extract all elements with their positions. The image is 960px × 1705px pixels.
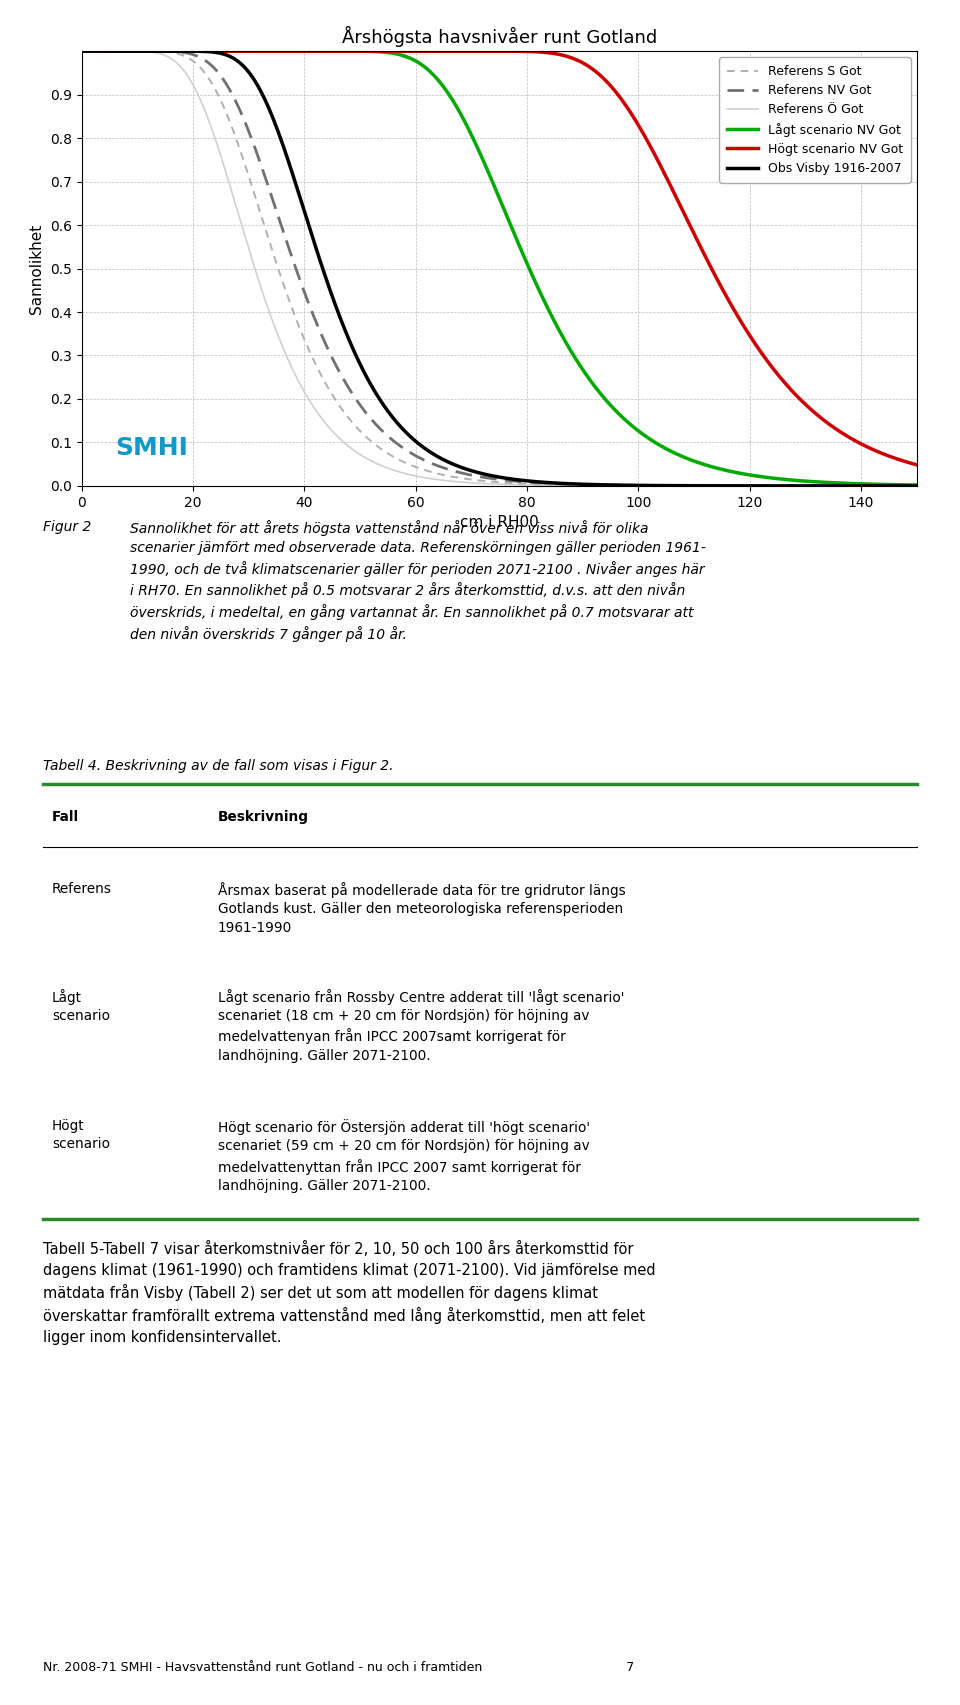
Title: Årshögsta havsnivåer runt Gotland: Årshögsta havsnivåer runt Gotland	[342, 26, 657, 46]
Text: Högt
scenario: Högt scenario	[52, 1118, 110, 1151]
Text: Fall: Fall	[52, 810, 79, 824]
Text: Nr. 2008-71 SMHI - Havsvattenstånd runt Gotland - nu och i framtiden            : Nr. 2008-71 SMHI - Havsvattenstånd runt …	[43, 1661, 635, 1674]
Text: Tabell 4. Beskrivning av de fall som visas i Figur 2.: Tabell 4. Beskrivning av de fall som vis…	[43, 759, 394, 772]
Text: Tabell 5-Tabell 7 visar återkomstnivåer för 2, 10, 50 och 100 års återkomsttid f: Tabell 5-Tabell 7 visar återkomstnivåer …	[43, 1241, 656, 1345]
Text: Figur 2: Figur 2	[43, 520, 91, 534]
Text: SMHI: SMHI	[115, 436, 188, 460]
Text: Lågt scenario från Rossby Centre adderat till 'lågt scenario'
scenariet (18 cm +: Lågt scenario från Rossby Centre adderat…	[218, 989, 624, 1062]
Y-axis label: Sannolikhet: Sannolikhet	[30, 223, 44, 314]
Text: Referens: Referens	[52, 881, 112, 897]
X-axis label: cm i RH00: cm i RH00	[460, 515, 539, 530]
Text: Beskrivning: Beskrivning	[218, 810, 309, 824]
Text: Årsmax baserat på modellerade data för tre gridrutor längs
Gotlands kust. Gäller: Årsmax baserat på modellerade data för t…	[218, 881, 626, 934]
Text: Högt scenario för Östersjön adderat till 'högt scenario'
scenariet (59 cm + 20 c: Högt scenario för Östersjön adderat till…	[218, 1118, 589, 1194]
Text: Lågt
scenario: Lågt scenario	[52, 989, 110, 1023]
Text: Sannolikhet för att årets högsta vattenstånd når över en viss nivå för olika
sce: Sannolikhet för att årets högsta vattens…	[130, 520, 706, 643]
Legend: Referens S Got, Referens NV Got, Referens Ö Got, Lågt scenario NV Got, Högt scen: Referens S Got, Referens NV Got, Referen…	[719, 58, 910, 182]
